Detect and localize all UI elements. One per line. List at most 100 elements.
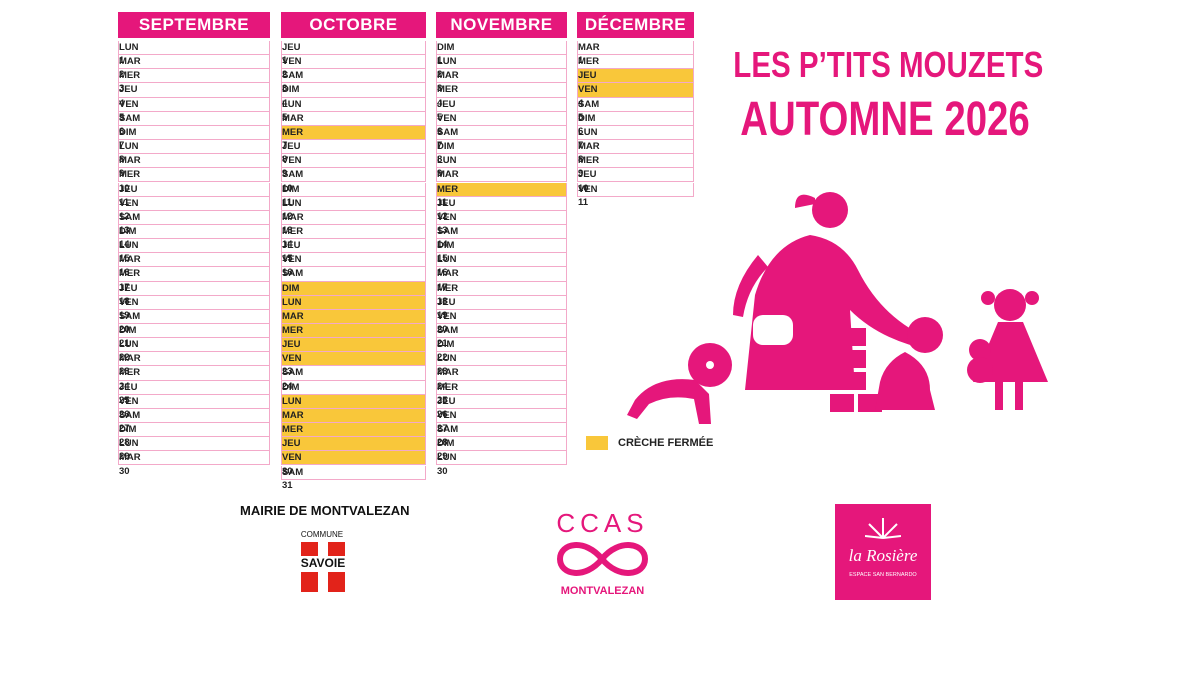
day-row: SAM 20 (118, 309, 270, 335)
day-row-closed: MAR20 (281, 309, 426, 335)
day-row: MER 3 (118, 69, 270, 94)
day-row: VEN 5 (118, 97, 270, 123)
day-row: JEU 5 (436, 97, 567, 123)
weekday: SAM (119, 310, 141, 322)
day-row: MAR 1 (577, 41, 694, 66)
date: 12 (282, 210, 293, 222)
day-row: JEU 4 (118, 83, 270, 109)
date: 25 (119, 394, 130, 406)
day-row: LUN 30 (436, 451, 567, 477)
weekday: MER (578, 56, 600, 68)
date: 14 (437, 239, 448, 251)
date: 26 (437, 408, 448, 420)
month-header: SEPTEMBRE (118, 12, 270, 38)
weekday: MER (578, 155, 600, 167)
day-row: JEU 19 (436, 295, 567, 321)
day-row: DIM 4 (281, 83, 426, 109)
date: 8 (119, 154, 125, 166)
weekday: DIM (282, 381, 300, 393)
weekday: DIM (437, 240, 455, 252)
weekday: LUN (282, 296, 302, 308)
date: 9 (119, 168, 125, 180)
weekday: VEN (437, 409, 457, 421)
date: 10 (119, 182, 130, 194)
day-row: VEN 26 (118, 394, 270, 420)
weekday: SAM (119, 409, 141, 421)
day-row: SAM 10 (281, 168, 426, 194)
weekday: MAR (119, 56, 141, 68)
day-row-closed: LUN26 (281, 394, 426, 420)
rosiere-label: la Rosière (848, 546, 918, 565)
date: 1 (437, 55, 443, 67)
date: 14 (282, 239, 293, 251)
day-row: DIM 21 (118, 324, 270, 349)
date: 6 (119, 125, 125, 137)
weekday: VEN (578, 84, 598, 96)
day-row: MAR 3 (436, 69, 567, 94)
rosiere-logo: la Rosière ESPACE SAN BERNARDO (835, 504, 931, 600)
weekday: SAM (282, 466, 304, 478)
day-row-closed: DIM18 (281, 281, 426, 307)
weekday: MAR (437, 70, 459, 82)
ccas-label: CCAS (556, 508, 649, 538)
date: 10 (282, 182, 293, 194)
date: 17 (119, 281, 130, 293)
date: 7 (119, 140, 125, 152)
day-row: JEU 8 (281, 140, 426, 165)
weekday: MAR (282, 409, 304, 421)
weekday: SAM (282, 367, 304, 379)
weekday: MAR (437, 268, 459, 280)
day-row: DIM 14 (118, 224, 270, 250)
date: 24 (437, 380, 448, 392)
day-row: SAM 14 (436, 224, 567, 250)
weekday: JEU (119, 282, 138, 294)
day-row: JEU 26 (436, 394, 567, 420)
date: 23 (282, 366, 293, 378)
date: 7 (578, 140, 584, 152)
date: 15 (282, 253, 293, 265)
date: 20 (119, 324, 130, 335)
day-row: MAR 13 (281, 210, 426, 236)
date: 3 (282, 83, 288, 95)
weekday: LUN (119, 42, 139, 53)
date: 2 (119, 69, 125, 81)
weekday: JEU (437, 98, 456, 110)
title: LES P’TITS MOUZETS (733, 44, 1044, 85)
day-row: VEN 12 (118, 196, 270, 222)
day-row-closed: LUN19 (281, 295, 426, 321)
weekday: MAR (119, 155, 141, 167)
weekday: VEN (437, 211, 457, 223)
day-row-closed: VEN 30 (281, 451, 426, 477)
weekday: LUN (578, 126, 598, 138)
day-row: MER 14 (281, 224, 426, 250)
weekday: MER (119, 70, 141, 82)
weekday: VEN (119, 395, 139, 407)
date: 9 (282, 168, 288, 180)
day-row: MAR6 (281, 111, 426, 137)
weekday: MER (282, 325, 304, 336)
day-row-closed: JEU3 (577, 69, 694, 94)
weekday: DIM (282, 282, 300, 294)
weekday: JEU (119, 84, 138, 96)
day-row: JEU 18 (118, 281, 270, 307)
day-row: MER 25 (436, 380, 567, 406)
date: 11 (282, 196, 293, 208)
date: 5 (578, 111, 584, 123)
weekday: MAR (282, 310, 304, 322)
date: 27 (437, 423, 448, 435)
date: 8 (437, 154, 443, 166)
day-row-closed: MER 7 (281, 125, 426, 151)
date: 4 (437, 97, 443, 109)
date: 4 (282, 97, 288, 109)
day-row-closed: MAR27 (281, 408, 426, 434)
day-row: MER 9 (577, 154, 694, 179)
weekday: DIM (437, 339, 455, 351)
date: 27 (119, 423, 130, 435)
weekday: DIM (437, 141, 455, 153)
weekday: MER (119, 367, 141, 379)
date: 25 (437, 394, 448, 406)
date: 15 (119, 253, 130, 265)
day-row-closed: JEU22 (281, 338, 426, 363)
day-row: JEU 15 (281, 239, 426, 264)
